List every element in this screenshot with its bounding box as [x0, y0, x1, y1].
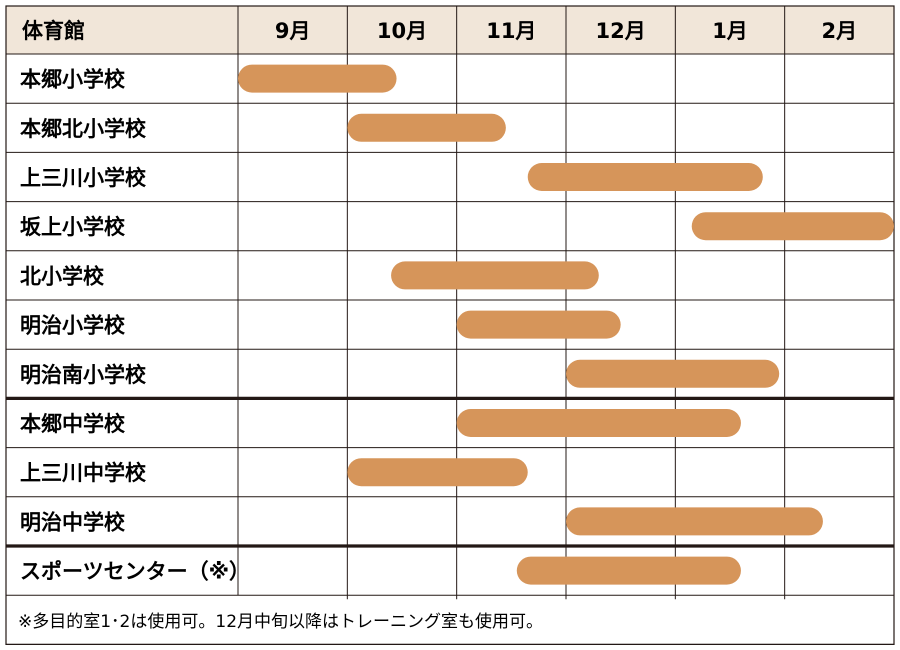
- corner-header: 体育館: [22, 19, 85, 43]
- facility-label: 本郷中学校: [20, 412, 126, 436]
- schedule-bar: [347, 458, 528, 487]
- month-header: 2月: [822, 19, 858, 43]
- facility-label: 本郷北小学校: [20, 117, 147, 141]
- facility-label: スポーツセンター（※）: [20, 560, 250, 584]
- table-border: [5, 5, 895, 646]
- header-background: [6, 6, 894, 54]
- month-header: 11月: [486, 19, 536, 43]
- month-header: 1月: [712, 19, 748, 43]
- facility-label: 明治小学校: [20, 314, 126, 338]
- schedule-bar: [566, 507, 823, 536]
- month-header: 9月: [275, 19, 311, 43]
- facility-label: 本郷小学校: [20, 68, 126, 92]
- schedule-bar: [347, 113, 506, 142]
- schedule-bar: [691, 212, 894, 241]
- schedule-bar: [516, 556, 741, 585]
- footnote: ※多目的室1･2は使用可。12月中旬以降はトレーニング室も使用可。: [18, 611, 543, 632]
- facility-label: 坂上小学校: [20, 215, 126, 239]
- schedule-bar: [391, 261, 599, 290]
- schedule-bar: [527, 163, 763, 191]
- schedule-bar: [456, 310, 621, 339]
- facility-label: 上三川小学校: [20, 166, 147, 190]
- schedule-bar: [238, 64, 397, 93]
- facility-label: 上三川中学校: [20, 461, 147, 485]
- month-header: 12月: [596, 19, 646, 43]
- schedule-bar: [566, 359, 780, 388]
- facility-label: 北小学校: [20, 264, 105, 288]
- facility-label: 明治中学校: [20, 510, 126, 534]
- month-header: 10月: [377, 19, 427, 43]
- facility-label: 明治南小学校: [20, 363, 147, 387]
- schedule-bar: [456, 409, 741, 437]
